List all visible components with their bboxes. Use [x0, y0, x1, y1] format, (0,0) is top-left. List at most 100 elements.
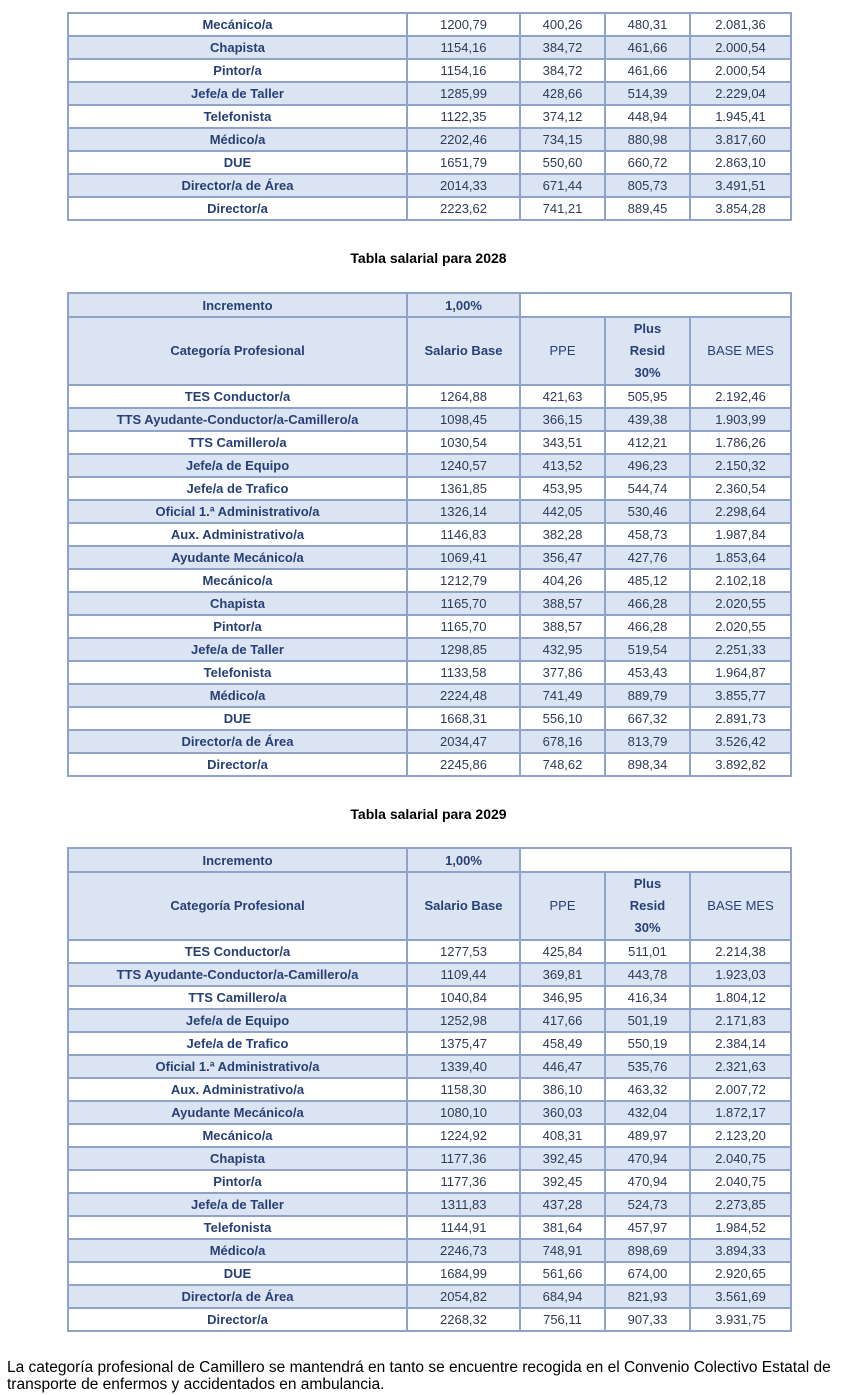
- header-row: Categoría Profesional Salario Base PPE Plus…: [67, 316, 793, 386]
- value-cell: 1165,70: [406, 591, 521, 616]
- value-cell: 3.817,60: [689, 127, 792, 152]
- value-cell: 1.945,41: [689, 104, 792, 129]
- value-cell: 1158,30: [406, 1077, 521, 1102]
- value-cell: 1.786,26: [688, 430, 793, 455]
- value-cell: 480,31: [604, 12, 691, 37]
- data-row: Oficial 1.ª Administrativo/a 1326,14 442,0…: [67, 499, 793, 524]
- table-title: Tabla salarial para 2028: [350, 250, 507, 266]
- value-cell: 1.984,52: [688, 1215, 793, 1240]
- value-cell: 408,31: [519, 1123, 606, 1148]
- data-row: Director/a 2245,86 748,62 898,34 3.892,82: [67, 752, 793, 777]
- value-cell: 369,81: [519, 962, 606, 987]
- value-cell: 2.920,65: [688, 1261, 793, 1286]
- data-row: Director/a de Área 2014,33 671,44 805,73 3.4…: [67, 173, 792, 198]
- value-cell: 2.229,04: [689, 81, 792, 106]
- data-row: Director/a de Área 2054,82 684,94 821,93 3.5…: [67, 1284, 793, 1309]
- value-cell: 470,94: [604, 1146, 691, 1171]
- value-cell: 2268,32: [406, 1307, 521, 1332]
- category-cell: Chapista: [67, 1146, 408, 1171]
- value-cell: 1122,35: [406, 104, 521, 129]
- value-cell: 1684,99: [406, 1261, 521, 1286]
- value-cell: 1252,98: [406, 1008, 521, 1033]
- category-cell: DUE: [67, 150, 408, 175]
- category-cell: TTS Camillero/a: [67, 430, 408, 455]
- tbody: Mecánico/a 1200,79 400,26 480,31 2.081,36 Cha…: [67, 12, 792, 221]
- value-cell: 1.804,12: [688, 985, 793, 1010]
- value-cell: 374,12: [519, 104, 606, 129]
- value-cell: 427,76: [604, 545, 691, 570]
- value-cell: 416,34: [604, 985, 691, 1010]
- salary-table-2029: Incremento 1,00% Categoría Profesional Sala…: [67, 847, 793, 1332]
- value-cell: 386,10: [519, 1077, 606, 1102]
- empty-cell: [518, 847, 793, 873]
- increment-label: Incremento: [67, 292, 408, 318]
- value-cell: 432,04: [604, 1100, 691, 1125]
- value-cell: 535,76: [604, 1054, 691, 1079]
- category-cell: TTS Ayudante-Conductor/a-Camillero/a: [67, 962, 408, 987]
- category-cell: Aux. Administrativo/a: [67, 1077, 408, 1102]
- value-cell: 485,12: [604, 568, 691, 593]
- category-cell: Ayudante Mecánico/a: [67, 1100, 408, 1125]
- value-cell: 880,98: [604, 127, 691, 152]
- value-cell: 458,49: [519, 1031, 606, 1056]
- data-row: Jefe/a de Trafico 1375,47 458,49 550,19 2.38…: [67, 1031, 793, 1056]
- data-row: Jefe/a de Equipo 1252,98 417,66 501,19 2.171…: [67, 1008, 793, 1033]
- category-cell: Jefe/a de Taller: [67, 637, 408, 662]
- value-cell: 505,95: [604, 384, 691, 409]
- header-cell: Salario Base: [406, 316, 521, 386]
- header-cell: PPE: [519, 871, 606, 941]
- data-row: Director/a 2268,32 756,11 907,33 3.931,75: [67, 1307, 793, 1332]
- header-cell: Salario Base: [406, 871, 521, 941]
- value-cell: 1298,85: [406, 637, 521, 662]
- value-cell: 1146,83: [406, 522, 521, 547]
- value-cell: 519,54: [604, 637, 691, 662]
- value-cell: 463,32: [604, 1077, 691, 1102]
- value-cell: 2.384,14: [688, 1031, 793, 1056]
- value-cell: 2202,46: [406, 127, 521, 152]
- category-cell: Mecánico/a: [67, 1123, 408, 1148]
- value-cell: 2.273,85: [688, 1192, 793, 1217]
- value-cell: 439,38: [604, 407, 691, 432]
- value-cell: 741,49: [519, 683, 606, 708]
- value-cell: 511,01: [604, 939, 691, 964]
- data-row: Mecánico/a 1200,79 400,26 480,31 2.081,36: [67, 12, 792, 37]
- data-row: TTS Ayudante-Conductor/a-Camillero/a 1109…: [67, 962, 793, 987]
- data-row: Jefe/a de Taller 1311,83 437,28 524,73 2.273…: [67, 1192, 793, 1217]
- category-cell: Jefe/a de Equipo: [67, 1008, 408, 1033]
- value-cell: 1224,92: [406, 1123, 521, 1148]
- value-cell: 1277,53: [406, 939, 521, 964]
- value-cell: 821,93: [604, 1284, 691, 1309]
- value-cell: 544,74: [604, 476, 691, 501]
- value-cell: 1326,14: [406, 499, 521, 524]
- data-row: Aux. Administrativo/a 1158,30 386,10 463,32…: [67, 1077, 793, 1102]
- data-row: Médico/a 2246,73 748,91 898,69 3.894,33: [67, 1238, 793, 1263]
- data-row: Jefe/a de Equipo 1240,57 413,52 496,23 2.150…: [67, 453, 793, 478]
- value-cell: 3.855,77: [688, 683, 793, 708]
- value-cell: 2.020,55: [688, 614, 793, 639]
- data-row: Jefe/a de Taller 1285,99 428,66 514,39 2.229…: [67, 81, 792, 106]
- category-cell: Director/a de Área: [67, 729, 408, 754]
- value-cell: 660,72: [604, 150, 691, 175]
- header-cell: Plus Resid 30%: [604, 316, 691, 386]
- value-cell: 388,57: [519, 614, 606, 639]
- value-cell: 458,73: [604, 522, 691, 547]
- value-cell: 2014,33: [406, 173, 521, 198]
- value-cell: 412,21: [604, 430, 691, 455]
- value-cell: 1.964,87: [688, 660, 793, 685]
- value-cell: 2034,47: [406, 729, 521, 754]
- value-cell: 421,63: [519, 384, 606, 409]
- value-cell: 1361,85: [406, 476, 521, 501]
- value-cell: 674,00: [604, 1261, 691, 1286]
- category-cell: Jefe/a de Trafico: [67, 1031, 408, 1056]
- data-row: Mecánico/a 1212,79 404,26 485,12 2.102,18: [67, 568, 793, 593]
- value-cell: 2054,82: [406, 1284, 521, 1309]
- value-cell: 2.150,32: [688, 453, 793, 478]
- category-cell: Médico/a: [67, 127, 408, 152]
- value-cell: 748,62: [519, 752, 606, 777]
- category-cell: Director/a: [67, 752, 408, 777]
- category-cell: Jefe/a de Equipo: [67, 453, 408, 478]
- value-cell: 805,73: [604, 173, 691, 198]
- data-row: Director/a de Área 2034,47 678,16 813,79 3.5…: [67, 729, 793, 754]
- header-text: Plus Resid 30%: [629, 321, 666, 380]
